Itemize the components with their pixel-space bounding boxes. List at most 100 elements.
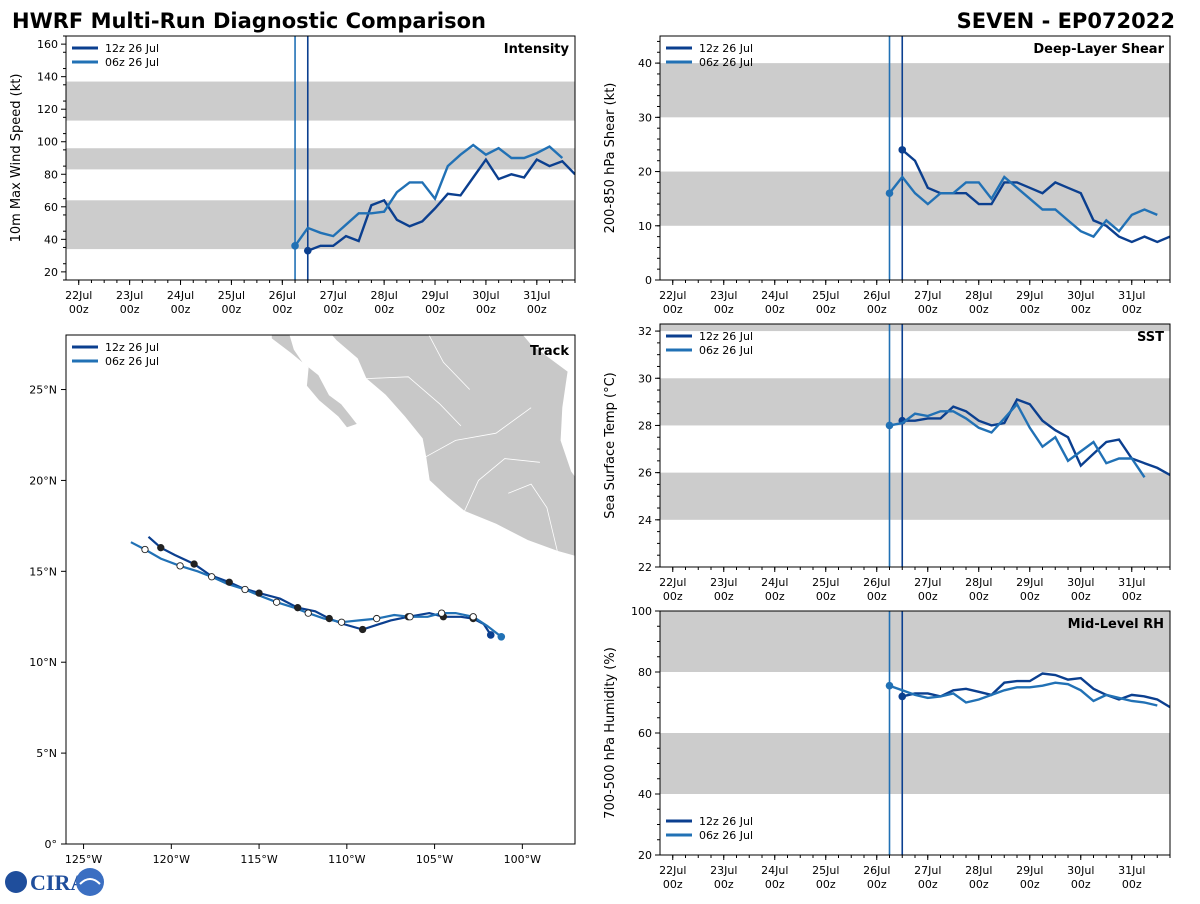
- rh-series-run2-start-point: [885, 681, 894, 690]
- rh-ytick-label: 100: [631, 605, 652, 618]
- rh-xtick-label-day: 24Jul: [761, 864, 788, 877]
- cira-logo-globe-icon: [5, 871, 27, 893]
- track-series-run2-6h-point: [141, 545, 149, 554]
- track-land-mexico: [270, 335, 575, 557]
- rh-xtick-label-day: 30Jul: [1067, 864, 1094, 877]
- intensity-xtick-label-hour: 00z: [120, 303, 140, 316]
- rh-xtick-label-day: 28Jul: [965, 864, 992, 877]
- shear-xtick-label-hour: 00z: [1071, 303, 1091, 316]
- rh-panel: 2040608010022Jul00z23Jul00z24Jul00z25Jul…: [603, 605, 1171, 891]
- shear-ytick-label: 0: [645, 274, 652, 287]
- sst-panel: 22242628303222Jul00z23Jul00z24Jul00z25Ju…: [603, 323, 1171, 603]
- shear-xtick-label-day: 28Jul: [965, 289, 992, 302]
- sst-ytick-label: 24: [638, 514, 652, 527]
- intensity-xtick-label-hour: 00z: [323, 303, 343, 316]
- cira-logo-wave-icon: [79, 878, 101, 885]
- shear-band-1: [660, 63, 1170, 118]
- rh-xtick-label-day: 31Jul: [1118, 864, 1145, 877]
- sst-xtick-label-day: 28Jul: [965, 576, 992, 589]
- sst-xtick-label-hour: 00z: [1071, 590, 1091, 603]
- rh-xtick-label-day: 23Jul: [710, 864, 737, 877]
- track-series-run2-6h-point: [406, 613, 414, 621]
- track-series-run2-6h-point: [337, 618, 346, 626]
- intensity-xtick-label-day: 22Jul: [65, 289, 92, 302]
- sst-frame: [659, 323, 1171, 568]
- track-xtick-label: 105°W: [416, 853, 453, 866]
- track-series-run1-6h-point: [294, 604, 302, 612]
- shear-xtick-label-hour: 00z: [663, 303, 683, 316]
- rh-band-0: [660, 733, 1170, 794]
- track-series-run1-6h-point: [255, 589, 263, 597]
- track-legend-label-run2: 06z 26 Jul: [105, 355, 159, 368]
- intensity-ytick-label: 20: [44, 266, 58, 279]
- rh-xtick-label-day: 22Jul: [659, 864, 686, 877]
- track-ytick-label: 15°N: [29, 565, 57, 578]
- rh-xtick-label-hour: 00z: [663, 878, 683, 891]
- rh-series-run1-line: [902, 672, 1170, 709]
- rh-band-1: [660, 611, 1170, 672]
- sst-legend-label-run2: 06z 26 Jul: [699, 344, 753, 357]
- shear-xtick-label-hour: 00z: [714, 303, 734, 316]
- rh-ytick-label: 60: [638, 727, 652, 740]
- sst-xtick-label-day: 31Jul: [1118, 576, 1145, 589]
- track-series-run1-6h-point: [325, 614, 333, 623]
- track-state-border-0: [425, 407, 532, 458]
- track-series-run2-start-point: [497, 632, 506, 641]
- cira-logo-emblem-icon: [76, 868, 104, 896]
- sst-band-2: [660, 324, 1170, 332]
- shear-ytick-label: 30: [638, 111, 652, 124]
- track-ytick-label: 5°N: [36, 747, 57, 760]
- intensity-series-run1-line: [307, 157, 575, 252]
- intensity-xtick-label-day: 30Jul: [472, 289, 499, 302]
- sst-xtick-label-hour: 00z: [918, 590, 938, 603]
- shear-xtick-label-hour: 00z: [1020, 303, 1040, 316]
- rh-legend-label-run2: 06z 26 Jul: [699, 829, 753, 842]
- shear-xtick-label-day: 22Jul: [659, 289, 686, 302]
- intensity-legend-label-run1: 12z 26 Jul: [105, 42, 159, 55]
- intensity-xtick-label-day: 26Jul: [269, 289, 296, 302]
- intensity-ytick-label: 80: [44, 168, 58, 181]
- intensity-series-run1-start-point: [303, 246, 312, 255]
- intensity-panel: 2040608010012014016022Jul00z23Jul00z24Ju…: [9, 35, 576, 316]
- track-panel: 125°W 120°W 115°W 110°W 105°W 100°W 0° 5°N 10°N 1…: [29, 334, 576, 866]
- intensity-xtick-label-day: 24Jul: [167, 289, 194, 302]
- shear-xtick-label-day: 23Jul: [710, 289, 737, 302]
- intensity-xtick-label-hour: 00z: [272, 303, 292, 316]
- intensity-xtick-label-hour: 00z: [69, 303, 89, 316]
- sst-ytick-label: 32: [638, 325, 652, 338]
- sst-ytick-label: 22: [638, 561, 652, 574]
- intensity-ylabel: 10m Max Wind Speed (kt): [9, 74, 24, 243]
- sst-xtick-label-day: 23Jul: [710, 576, 737, 589]
- sst-ylabel: Sea Surface Temp (°C): [603, 372, 618, 519]
- shear-xtick-label-hour: 00z: [969, 303, 989, 316]
- shear-xtick-label-hour: 00z: [1122, 303, 1142, 316]
- track-series-run1-6h-point: [157, 544, 165, 552]
- intensity-xtick-label-day: 27Jul: [320, 289, 347, 302]
- track-state-border-2: [428, 335, 470, 390]
- storm-id-title: SEVEN - EP072022: [957, 9, 1175, 33]
- sst-xtick-label-day: 29Jul: [1016, 576, 1043, 589]
- track-ytick-label: 0°: [45, 838, 58, 851]
- track-legend-label-run1: 12z 26 Jul: [105, 341, 159, 354]
- track-state-border-1: [464, 458, 540, 512]
- shear-xtick-label-hour: 00z: [816, 303, 836, 316]
- rh-ylabel: 700-500 hPa Humidity (%): [603, 647, 618, 819]
- intensity-ytick-label: 100: [37, 136, 58, 149]
- intensity-ytick-label: 60: [44, 201, 58, 214]
- sst-legend-label-run1: 12z 26 Jul: [699, 330, 753, 343]
- track-series-run1-line: [147, 535, 492, 636]
- sst-xtick-label-day: 24Jul: [761, 576, 788, 589]
- sst-xtick-label-hour: 00z: [1020, 590, 1040, 603]
- intensity-xtick-label-day: 23Jul: [116, 289, 143, 302]
- rh-ytick-label: 80: [638, 666, 652, 679]
- shear-ylabel: 200-850 hPa Shear (kt): [603, 83, 618, 234]
- figure-title: HWRF Multi-Run Diagnostic Comparison: [12, 9, 486, 33]
- rh-ytick-label: 40: [638, 788, 652, 801]
- rh-xtick-label-hour: 00z: [1020, 878, 1040, 891]
- intensity-xtick-label-hour: 00z: [425, 303, 445, 316]
- track-series-run1-6h-point: [225, 578, 233, 586]
- intensity-ytick-label: 140: [37, 71, 58, 84]
- sst-xtick-label-hour: 00z: [1122, 590, 1142, 603]
